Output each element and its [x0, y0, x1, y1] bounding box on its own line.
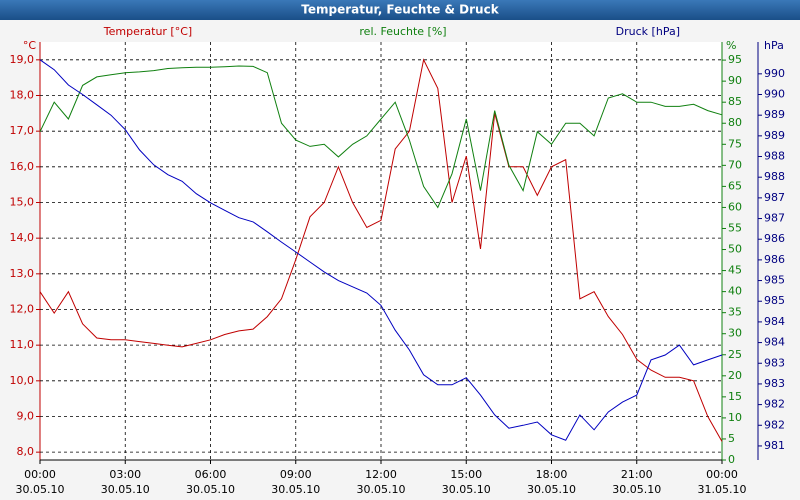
- y2-tick-label: 80: [728, 116, 742, 129]
- y2-tick-label: 5: [728, 432, 735, 445]
- axis-unit: hPa: [764, 39, 784, 52]
- y2-tick-label: 95: [728, 53, 742, 66]
- y2-tick-label: 90: [728, 74, 742, 87]
- y3-tick-label: 988: [764, 170, 785, 183]
- series-line: [39, 59, 723, 441]
- y-tick-label: 13,0: [10, 267, 35, 280]
- y2-tick-label: 30: [728, 327, 742, 340]
- y2-tick-label: 65: [728, 179, 742, 192]
- y-tick-label: 15,0: [10, 195, 35, 208]
- y3-tick-label: 984: [764, 315, 785, 328]
- x-tick-label: 00:00: [706, 468, 738, 481]
- axis-title: Temperatur [°C]: [103, 25, 192, 38]
- y2-tick-label: 40: [728, 285, 742, 298]
- y-tick-label: 10,0: [10, 374, 35, 387]
- x-tick-label: 21:00: [621, 468, 653, 481]
- y3-tick-label: 988: [764, 150, 785, 163]
- y-tick-label: 8,0: [17, 445, 35, 458]
- y-tick-label: 9,0: [17, 409, 35, 422]
- y3-tick-label: 990: [764, 67, 785, 80]
- y3-tick-label: 987: [764, 212, 785, 225]
- y2-tick-label: 15: [728, 390, 742, 403]
- y2-tick-label: 60: [728, 200, 742, 213]
- y3-tick-label: 985: [764, 294, 785, 307]
- series-line: [39, 58, 723, 442]
- y2-tick-label: 50: [728, 243, 742, 256]
- y3-tick-label: 982: [764, 398, 785, 411]
- chart-title: Temperatur, Feuchte & Druck: [301, 3, 499, 17]
- axis-title: Druck [hPa]: [616, 25, 680, 38]
- y-tick-label: 19,0: [10, 53, 35, 66]
- y2-tick-label: 85: [728, 95, 742, 108]
- y-tick-label: 17,0: [10, 124, 35, 137]
- axis-unit: °C: [23, 39, 37, 52]
- y2-tick-label: 25: [728, 348, 742, 361]
- y3-tick-label: 989: [764, 129, 785, 142]
- x-tick-date: 30.05.10: [612, 483, 661, 496]
- y-tick-label: 14,0: [10, 231, 35, 244]
- x-tick-date: 30.05.10: [357, 483, 406, 496]
- axis-unit: %: [726, 39, 736, 52]
- y2-tick-label: 0: [728, 453, 735, 466]
- x-tick-date: 30.05.10: [16, 483, 65, 496]
- y3-tick-label: 983: [764, 356, 785, 369]
- x-tick-date: 30.05.10: [527, 483, 576, 496]
- y-tick-label: 11,0: [10, 338, 35, 351]
- y3-tick-label: 987: [764, 191, 785, 204]
- y2-tick-label: 70: [728, 158, 742, 171]
- series-line: [39, 65, 723, 209]
- x-tick-label: 15:00: [450, 468, 482, 481]
- x-tick-label: 18:00: [536, 468, 568, 481]
- x-tick-label: 12:00: [365, 468, 397, 481]
- y2-tick-label: 35: [728, 306, 742, 319]
- y3-tick-label: 989: [764, 108, 785, 121]
- x-tick-date: 30.05.10: [101, 483, 150, 496]
- x-tick-date: 30.05.10: [186, 483, 235, 496]
- y3-tick-label: 985: [764, 274, 785, 287]
- y2-tick-label: 10: [728, 411, 742, 424]
- x-tick-label: 00:00: [24, 468, 56, 481]
- y-tick-label: 18,0: [10, 88, 35, 101]
- y3-tick-label: 981: [764, 439, 785, 452]
- y-tick-label: 12,0: [10, 302, 35, 315]
- y3-tick-label: 984: [764, 336, 785, 349]
- axis-title: rel. Feuchte [%]: [359, 25, 446, 38]
- y3-tick-label: 986: [764, 232, 785, 245]
- y2-tick-label: 45: [728, 264, 742, 277]
- x-tick-label: 09:00: [280, 468, 312, 481]
- x-tick-label: 03:00: [109, 468, 141, 481]
- y-tick-label: 16,0: [10, 160, 35, 173]
- y3-tick-label: 986: [764, 253, 785, 266]
- y3-tick-label: 983: [764, 377, 785, 390]
- x-tick-date: 30.05.10: [271, 483, 320, 496]
- x-tick-date: 31.05.10: [698, 483, 747, 496]
- x-tick-date: 30.05.10: [442, 483, 491, 496]
- y2-tick-label: 75: [728, 137, 742, 150]
- y3-tick-label: 990: [764, 88, 785, 101]
- y2-tick-label: 20: [728, 369, 742, 382]
- y3-tick-label: 982: [764, 418, 785, 431]
- y2-tick-label: 55: [728, 221, 742, 234]
- x-tick-label: 06:00: [195, 468, 227, 481]
- title-bar: [0, 0, 800, 20]
